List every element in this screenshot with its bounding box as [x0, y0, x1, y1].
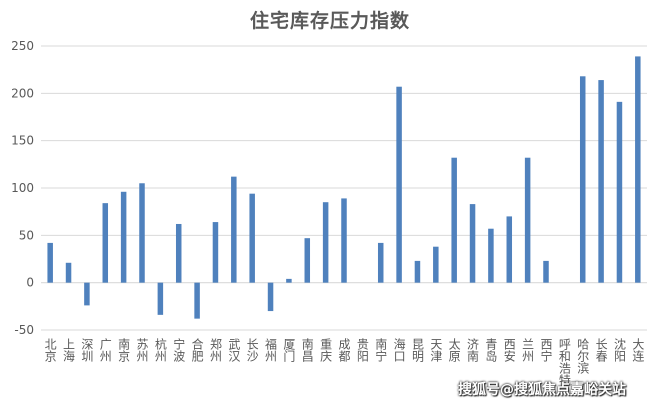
x-tick-label: 兰州 [520, 338, 535, 362]
bar-济南 [469, 204, 476, 283]
watermark: 搜狐号@搜狐焦点嘉峪关站 [458, 382, 626, 398]
y-tick-label: 200 [11, 86, 34, 100]
x-tick-label: 济南 [465, 338, 480, 362]
bar-武汉 [231, 176, 237, 283]
x-tick-label: 西安 [502, 338, 517, 362]
bar-福州 [267, 282, 274, 312]
x-tick-label: 大连 [630, 338, 645, 362]
x-tick-label: 昆明 [410, 338, 425, 362]
bar-昆明 [414, 260, 421, 283]
x-tick-label: 杭州 [153, 338, 168, 362]
x-tick-label: 武汉 [226, 338, 241, 362]
y-tick-label: 250 [11, 39, 34, 53]
x-tick-label: 长春 [594, 338, 609, 362]
x-tick-label: 贵阳 [355, 338, 370, 362]
x-tick-label: 深圳 [79, 338, 94, 362]
bar-大连 [635, 56, 641, 283]
x-tick-label: 郑州 [208, 338, 223, 362]
bar-宁波 [175, 223, 182, 283]
x-tick-label: 海口 [392, 338, 407, 362]
x-tick-label: 太原 [447, 338, 462, 362]
x-tick-label: 沈阳 [612, 338, 627, 362]
x-tick-label: 上海 [61, 338, 76, 362]
x-tick-label: 合肥 [190, 338, 205, 362]
bar-西安 [506, 216, 513, 283]
bar-南京 [120, 191, 127, 283]
bar-海口 [396, 86, 402, 283]
bar-重庆 [322, 202, 329, 283]
bar-南宁 [377, 242, 384, 283]
bar-成都 [341, 198, 347, 283]
bar-哈尔滨 [579, 76, 586, 283]
x-tick-label: 北京 [43, 338, 58, 362]
bar-太原 [451, 157, 457, 283]
x-tick-label: 重庆 [318, 338, 333, 362]
bar-广州 [102, 203, 109, 283]
y-tick-label: 0 [26, 276, 34, 290]
x-tick-label: 呼和浩特 [557, 338, 572, 386]
x-tick-label: 福州 [263, 338, 278, 362]
y-tick-label: 150 [11, 134, 34, 148]
bar-厦门 [286, 278, 292, 283]
x-tick-label: 南昌 [300, 338, 315, 362]
bar-沈阳 [616, 101, 623, 283]
bar-长春 [598, 80, 604, 283]
y-tick-label: -50 [14, 323, 34, 337]
x-tick-label: 西宁 [539, 338, 553, 362]
x-tick-label: 成都 [337, 338, 351, 362]
x-tick-label: 长沙 [245, 338, 260, 362]
x-tick-label: 南宁 [373, 338, 388, 362]
bar-青岛 [488, 228, 494, 283]
bar-杭州 [157, 282, 164, 315]
bar-合肥 [194, 282, 200, 319]
bar-南昌 [304, 238, 311, 283]
y-tick-label: 100 [11, 181, 34, 195]
x-tick-label: 青岛 [483, 338, 498, 362]
bar-兰州 [524, 157, 531, 283]
chart-title: 住宅库存压力指数 [249, 10, 410, 32]
x-tick-label: 南京 [116, 338, 131, 362]
bar-北京 [47, 242, 53, 283]
x-tick-label: 哈尔滨 [575, 338, 590, 374]
bar-长沙 [249, 193, 255, 283]
bar-深圳 [84, 282, 90, 306]
x-tick-label: 厦门 [281, 338, 296, 362]
bar-天津 [433, 246, 439, 283]
x-tick-label: 苏州 [135, 338, 149, 362]
bar-郑州 [212, 222, 219, 283]
y-tick-label: 50 [19, 228, 34, 242]
bar-上海 [65, 262, 72, 283]
bar-西宁 [543, 260, 549, 283]
x-tick-label: 宁波 [171, 338, 186, 362]
bar-苏州 [139, 183, 145, 283]
x-tick-label: 广州 [98, 338, 113, 362]
x-tick-label: 天津 [428, 338, 443, 362]
